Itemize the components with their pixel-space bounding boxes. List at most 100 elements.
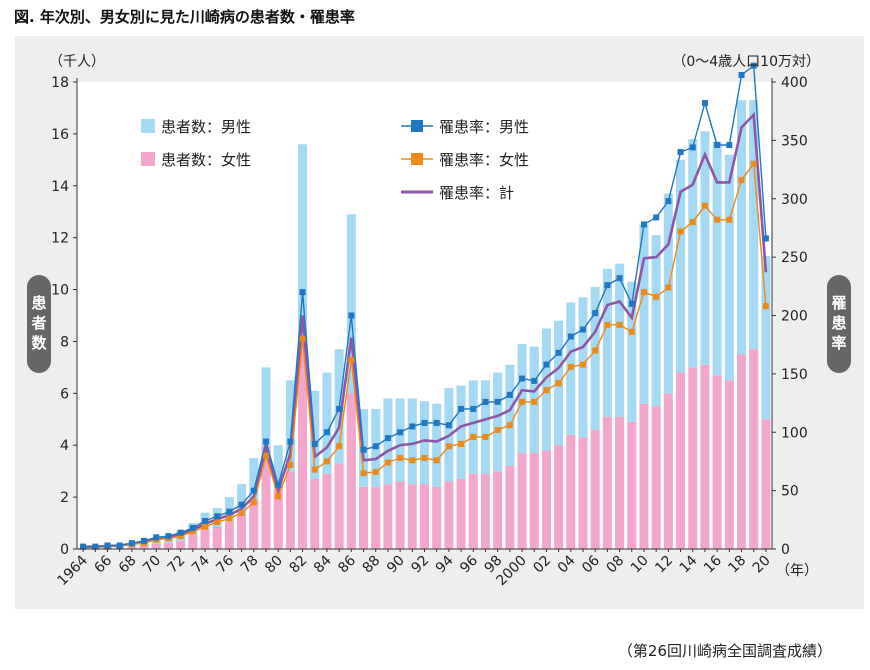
bar-male-1997: [480, 380, 490, 474]
bar-female-2004: [566, 434, 576, 549]
x-tick-label-20: 20: [750, 553, 774, 577]
left-tick-label-10: 10: [51, 283, 69, 299]
bar-female-2002: [541, 450, 551, 549]
marker-rate-male-1997: [482, 398, 489, 405]
marker-rate-male-2015: [701, 100, 708, 107]
marker-rate-female-1990: [397, 454, 404, 461]
right-axis-label-char-0: 罹: [831, 294, 846, 312]
bar-male-1986: [346, 214, 356, 394]
bar-male-1995: [456, 385, 466, 479]
bar-male-1998: [493, 372, 503, 472]
bar-female-1980: [273, 489, 283, 549]
bar-male-2020: [761, 255, 771, 420]
left-tick-label-4: 4: [60, 438, 69, 454]
bar-female-1984: [322, 473, 332, 549]
x-tick-label-94: 94: [433, 552, 457, 576]
x-tick-label-10: 10: [628, 553, 652, 577]
marker-rate-female-2007: [604, 321, 611, 328]
marker-rate-female-1973: [189, 528, 196, 535]
bar-male-2000: [517, 344, 527, 454]
bar-female-1986: [346, 393, 356, 549]
bar-male-1999: [505, 364, 515, 466]
marker-rate-male-1990: [397, 429, 404, 436]
right-tick-label-350: 350: [781, 133, 808, 149]
left-axis-label-char-1: 者: [31, 314, 46, 332]
marker-rate-female-1980: [275, 493, 282, 500]
bar-female-1992: [419, 484, 430, 549]
bar-female-2013: [676, 372, 686, 549]
marker-rate-female-2012: [665, 284, 672, 291]
legend-label-male-count: 患者数：男性: [161, 118, 251, 136]
bar-male-2009: [627, 281, 637, 422]
marker-rate-male-1998: [494, 398, 501, 405]
marker-rate-male-2005: [580, 326, 587, 333]
marker-rate-female-2010: [640, 289, 647, 296]
right-axis-badge: [827, 275, 851, 373]
legend-swatch-female-count: [141, 152, 155, 166]
marker-rate-male-1977: [238, 501, 245, 508]
left-axis-label: 患者数: [31, 294, 47, 352]
bar-male-1981: [285, 380, 295, 472]
bar-female-1970: [151, 543, 161, 549]
marker-rate-male-2004: [567, 333, 574, 340]
bar-female-1981: [285, 471, 295, 549]
right-tick-label-200: 200: [781, 309, 808, 325]
bar-male-2014: [688, 139, 698, 368]
bar-female-1983: [310, 478, 320, 549]
right-axis-label-char-1: 患: [831, 314, 846, 332]
marker-rate-male-2020: [762, 235, 769, 242]
bar-male-2010: [639, 224, 649, 404]
marker-rate-male-1969: [141, 537, 148, 544]
marker-rate-female-1979: [262, 452, 269, 459]
bar-male-2012: [663, 193, 673, 394]
bar-female-1997: [480, 473, 490, 549]
marker-rate-male-2014: [689, 144, 696, 151]
chart-panel: 0 2 4 6 8 10 12 14 16 18 0 50 100 150 200 250 300 350 400 1…: [15, 36, 864, 609]
marker-rate-male-1989: [384, 435, 391, 442]
x-tick-label-68: 68: [116, 553, 140, 577]
right-tick-label-300: 300: [781, 192, 808, 208]
figure-title: 図. 年次別、男女別に見た川崎病の患者数・罹患率: [14, 8, 355, 26]
legend-marker-male-rate: [411, 120, 423, 132]
x-tick-label-80: 80: [262, 553, 286, 577]
bar-female-1994: [444, 481, 454, 549]
marker-rate-female-2004: [567, 363, 574, 370]
bar-female-1978: [249, 499, 259, 549]
bar-female-1973: [188, 534, 198, 549]
marker-rate-female-1992: [421, 454, 428, 461]
bar-female-1999: [505, 465, 515, 549]
right-tick-label-400: 400: [781, 75, 808, 91]
bar-male-2017: [724, 154, 734, 381]
bar-female-2006: [590, 429, 600, 549]
marker-rate-male-1978: [250, 487, 257, 494]
bar-female-1989: [383, 484, 393, 549]
right-tick-label-250: 250: [781, 250, 808, 266]
x-tick-label-02: 02: [530, 553, 554, 577]
marker-rate-male-2012: [665, 198, 672, 205]
bar-male-1977: [237, 484, 247, 514]
chart-svg: 0246810121416180501001502002503003504001…: [27, 54, 851, 589]
bar-female-1987: [359, 486, 369, 549]
bar-female-1990: [395, 481, 405, 549]
marker-rate-male-1970: [153, 534, 160, 541]
bar-female-1979: [261, 445, 271, 549]
marker-rate-male-2010: [640, 221, 647, 228]
bar-male-1990: [395, 398, 405, 482]
right-tick-label-50: 50: [781, 484, 799, 500]
marker-rate-female-1984: [323, 458, 330, 465]
x-tick-label-12: 12: [652, 553, 676, 577]
bar-female-2009: [627, 421, 637, 549]
x-tick-label-06: 06: [579, 552, 603, 576]
marker-rate-male-1980: [275, 481, 282, 488]
x-tick-label-70: 70: [140, 553, 164, 577]
marker-rate-female-1997: [482, 433, 489, 440]
marker-rate-male-1988: [372, 443, 379, 450]
marker-rate-female-2011: [653, 293, 660, 300]
marker-rate-female-1993: [433, 457, 440, 464]
marker-rate-male-1984: [323, 429, 330, 436]
marker-rate-female-2000: [519, 398, 526, 405]
marker-rate-male-1987: [360, 446, 367, 453]
bar-male-2008: [615, 263, 625, 417]
left-tick-label-0: 0: [60, 542, 69, 558]
x-tick-label-72: 72: [165, 553, 189, 577]
